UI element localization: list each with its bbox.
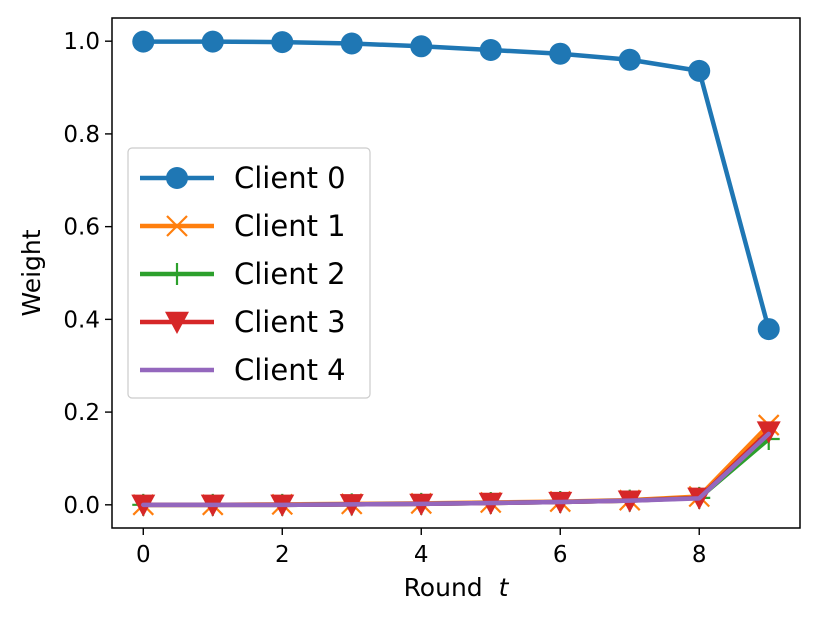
y-tick-label: 0.0: [63, 493, 100, 519]
legend-entry-2: Client 2: [140, 257, 346, 291]
series-line: [141, 436, 771, 508]
x-axis-label-text: Round: [404, 573, 483, 602]
series-4: [141, 431, 771, 508]
point-marker: [271, 31, 294, 54]
point-marker: [479, 38, 502, 61]
x-tick-label: 8: [692, 542, 707, 568]
x-axis-label: Round t: [404, 573, 510, 602]
legend-box: [127, 147, 371, 399]
legend-label: Client 0: [234, 161, 346, 195]
legend: Client 0 Client 1 Client 2 Client 3 Client 4: [127, 147, 371, 399]
point-marker: [410, 35, 433, 58]
point-marker: [132, 30, 155, 53]
legend-label: Client 4: [234, 353, 346, 387]
point-marker: [757, 318, 780, 341]
plot-frame: [111, 17, 801, 529]
y-tick-label: 0.4: [63, 307, 100, 333]
point-marker: [549, 42, 572, 65]
y-tick-label: 1.0: [63, 29, 100, 55]
point-marker: [166, 215, 188, 237]
point-marker: [201, 30, 224, 53]
axis-ticks: 0 2 4 6 8 0.0 0.2 0.4 0.6 0.8 1.0: [63, 29, 706, 568]
x-tick-label: 2: [275, 542, 290, 568]
y-tick-label: 0.6: [63, 215, 100, 241]
x-tick-label: 4: [414, 542, 429, 568]
point-marker: [166, 263, 188, 285]
y-tick-label: 0.2: [63, 400, 100, 426]
series-line: [141, 422, 771, 508]
x-tick-label: 0: [136, 542, 151, 568]
legend-entry-4: Client 4: [140, 353, 346, 387]
point-marker: [618, 48, 641, 71]
point-marker: [340, 32, 363, 55]
point-marker: [688, 59, 711, 82]
y-tick-label: 0.8: [63, 122, 100, 148]
legend-label: Client 1: [234, 209, 346, 243]
point-marker: [165, 311, 189, 334]
chart-marks: [131, 30, 781, 517]
point-marker: [166, 167, 188, 189]
legend-label: Client 2: [234, 257, 346, 291]
series-line: [141, 39, 771, 332]
x-tick-label: 6: [553, 542, 568, 568]
legend-entry-0: Client 0: [140, 161, 346, 195]
series-0: [132, 30, 780, 341]
series-line: [141, 431, 771, 508]
legend-entry-3: Client 3: [140, 305, 346, 339]
legend-label: Client 3: [234, 305, 346, 339]
legend-entry-1: Client 1: [140, 209, 346, 243]
x-axis-label-var: t: [499, 573, 510, 602]
series-line: [141, 429, 771, 508]
y-axis-label: Weight: [17, 229, 46, 316]
